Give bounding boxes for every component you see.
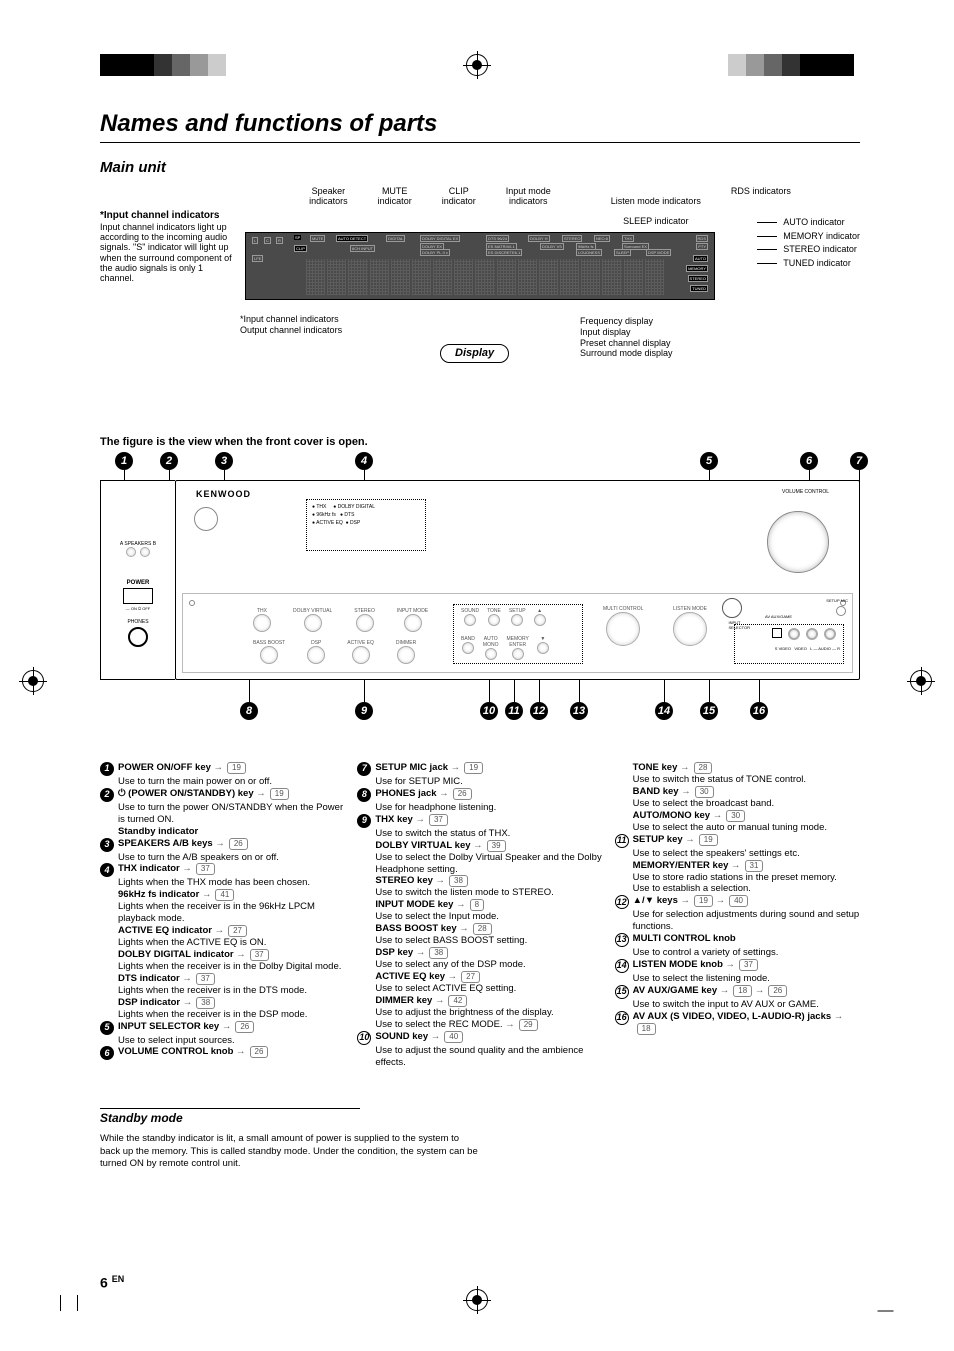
target-icon <box>466 54 488 76</box>
standby-body: While the standby indicator is lit, a sm… <box>100 1133 480 1170</box>
target-icon <box>910 670 932 692</box>
label: Speaker indicators <box>309 186 348 226</box>
right-indicators: AUTO indicator MEMORY indicator STEREO i… <box>757 216 860 270</box>
brand-logo: KENWOOD <box>196 489 251 499</box>
unit-left-panel: A SPEAKERS B POWER — ON ⏻ OFF PHONES <box>100 480 175 680</box>
diagram-number: 14 <box>655 702 673 720</box>
diagram-number: 5 <box>700 452 718 470</box>
volume-label: VOLUME CONTROL <box>782 489 829 495</box>
diagram-number: 10 <box>480 702 498 720</box>
diagram-number: 12 <box>530 702 548 720</box>
diagram-number: 13 <box>570 702 588 720</box>
volume-knob <box>767 511 829 573</box>
input-channel-note: *Input channel indicators Input channel … <box>100 210 235 284</box>
description-columns: 1POWER ON/OFF key →19Use to turn the mai… <box>100 762 860 1068</box>
standby-heading: Standby mode <box>100 1108 360 1125</box>
diagram-number: 16 <box>750 702 768 720</box>
registration-bars <box>0 54 954 76</box>
channel-note: *Input channel indicators Output channel… <box>240 314 342 336</box>
column-3: TONE key →28Use to switch the status of … <box>615 762 860 1068</box>
display-section: Speaker indicators MUTE indicator CLIP i… <box>100 186 860 366</box>
target-icon <box>466 1289 488 1311</box>
unit-body: KENWOOD ● THX ● DOLBY DIGITAL ● 96kHz fs… <box>175 480 860 680</box>
diagram-number: 7 <box>850 452 868 470</box>
display-badge: Display <box>440 344 509 363</box>
label: Input mode indicators <box>506 186 551 226</box>
freq-note: Frequency display Input display Preset c… <box>580 316 673 359</box>
diagram-number: 8 <box>240 702 258 720</box>
diagram-number: 2 <box>160 452 178 470</box>
diagram-number: 15 <box>700 702 718 720</box>
diagram-number: 6 <box>800 452 818 470</box>
diagram-number: 11 <box>505 702 523 720</box>
diagram-number: 3 <box>215 452 233 470</box>
diagram-number: 9 <box>355 702 373 720</box>
page-number: 6 EN <box>100 1274 124 1291</box>
diagram-number: 1 <box>115 452 133 470</box>
standby-section: Standby mode While the standby indicator… <box>100 1108 860 1170</box>
figure-caption: The figure is the view when the front co… <box>100 436 860 448</box>
label: CLIP indicator <box>442 186 476 226</box>
target-icon <box>22 670 44 692</box>
display-panel: L C R SP MUTE AUTO DETECT DIGITAL DOLBY … <box>245 232 715 300</box>
diagram-number: 4 <box>355 452 373 470</box>
section-heading: Main unit <box>100 159 860 176</box>
column-1: 1POWER ON/OFF key →19Use to turn the mai… <box>100 762 345 1068</box>
unit-diagram: 1234567 A SPEAKERS B POWER — ON ⏻ OFF PH… <box>100 452 860 732</box>
label: MUTE indicator <box>378 186 412 226</box>
label: Listen mode indicators SLEEP indicator <box>611 186 701 226</box>
column-2: 7SETUP MIC jack →19Use for SETUP MIC.8PH… <box>357 762 602 1068</box>
page-title: Names and functions of parts <box>100 110 860 143</box>
